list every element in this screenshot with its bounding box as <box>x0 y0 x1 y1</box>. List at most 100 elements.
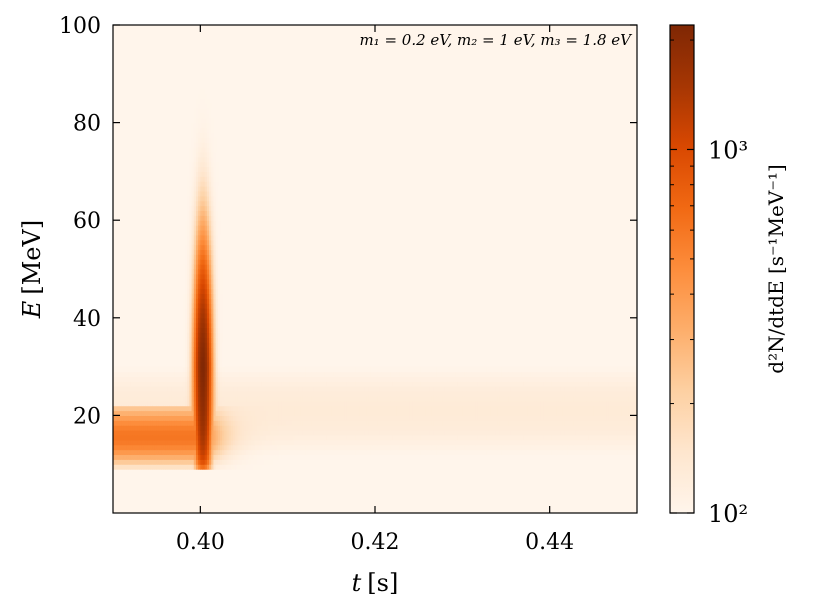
heatmap-cell <box>438 420 442 426</box>
heatmap-cell <box>182 464 186 470</box>
heatmap-cell <box>407 386 411 392</box>
heatmap-cell <box>219 322 223 329</box>
heatmap-cell <box>180 366 184 373</box>
heatmap-cell <box>442 391 446 397</box>
heatmap-cell <box>137 444 140 451</box>
heatmap-cell <box>313 386 317 392</box>
heatmap-cell <box>540 376 544 382</box>
heatmap-cell <box>211 420 215 426</box>
heatmap-cell <box>316 444 319 451</box>
heatmap-cell <box>375 410 378 416</box>
heatmap-cell <box>165 381 169 387</box>
heatmap-cell <box>575 391 579 397</box>
heatmap-cell <box>344 439 348 446</box>
heatmap-cell <box>268 381 271 387</box>
heatmap-cell <box>219 425 223 431</box>
heatmap-cell <box>209 166 212 172</box>
heatmap-cell <box>237 386 241 392</box>
heatmap-cell <box>174 395 177 402</box>
heatmap-cell <box>506 381 509 387</box>
heatmap-cell <box>460 366 463 373</box>
heatmap-cell <box>185 342 188 348</box>
heatmap-cell <box>444 391 448 397</box>
heatmap-cell <box>527 381 531 387</box>
heatmap-cell <box>560 425 564 431</box>
heatmap-cell <box>521 405 525 412</box>
heatmap-cell <box>185 434 188 441</box>
heatmap-cell <box>584 400 588 407</box>
heatmap-cell <box>224 464 228 470</box>
heatmap-cell <box>381 405 385 412</box>
heatmap-cell <box>126 381 129 387</box>
heatmap-cell <box>187 361 191 368</box>
heatmap-cell <box>239 449 243 456</box>
heatmap-cell <box>560 386 564 392</box>
heatmap-cell <box>211 117 215 124</box>
heatmap-cell <box>569 449 573 456</box>
heatmap-cell <box>547 400 551 407</box>
heatmap-cell <box>423 400 426 407</box>
heatmap-cell <box>289 430 293 436</box>
heatmap-cell <box>534 415 538 421</box>
heatmap-cell <box>442 449 446 456</box>
heatmap-cell <box>523 386 527 392</box>
heatmap-cell <box>462 366 466 373</box>
heatmap-cell <box>130 366 134 373</box>
heatmap-cell <box>532 391 535 397</box>
heatmap-cell <box>259 434 263 441</box>
heatmap-cell <box>556 381 559 387</box>
heatmap-cell <box>206 200 210 207</box>
heatmap-cell <box>209 405 212 412</box>
heatmap-cell <box>344 430 348 436</box>
heatmap-cell <box>584 415 588 421</box>
heatmap-cell <box>187 464 191 470</box>
heatmap-cell <box>543 366 546 373</box>
heatmap-cell <box>213 229 217 236</box>
heatmap-cell <box>187 395 191 402</box>
heatmap-cell <box>117 444 121 451</box>
heatmap-cell <box>117 395 121 402</box>
heatmap-cell <box>230 366 234 373</box>
heatmap-cell <box>276 454 280 460</box>
heatmap-cell <box>215 400 219 407</box>
heatmap-cell <box>233 386 236 392</box>
heatmap-cell <box>137 376 140 382</box>
heatmap-cell <box>564 425 568 431</box>
heatmap-cell <box>276 439 280 446</box>
heatmap-cell <box>298 395 302 402</box>
heatmap-cell <box>147 420 151 426</box>
heatmap-cell <box>187 200 191 207</box>
heatmap-cell <box>163 459 166 465</box>
heatmap-cell <box>152 425 156 431</box>
heatmap-cell <box>468 386 472 392</box>
heatmap-cell <box>405 376 409 382</box>
heatmap-cell <box>340 410 343 416</box>
heatmap-cell <box>134 454 138 460</box>
heatmap-cell <box>287 420 291 426</box>
heatmap-cell <box>204 298 208 304</box>
heatmap-cell <box>355 386 359 392</box>
heatmap-cell <box>403 430 407 436</box>
heatmap-cell <box>134 439 138 446</box>
heatmap-cell <box>213 288 217 294</box>
heatmap-cell <box>512 395 516 402</box>
heatmap-cell <box>567 410 570 416</box>
heatmap-cell <box>416 381 420 387</box>
heatmap-cell <box>130 400 134 407</box>
heatmap-cell <box>503 420 507 426</box>
heatmap-cell <box>165 449 169 456</box>
heatmap-cell <box>466 415 470 421</box>
heatmap-cell <box>195 410 199 416</box>
heatmap-cell <box>274 449 278 456</box>
heatmap-cell <box>211 400 215 407</box>
heatmap-cell <box>322 395 326 402</box>
heatmap-cell <box>375 381 378 387</box>
heatmap-cell <box>366 371 370 377</box>
heatmap-cell <box>466 420 470 426</box>
heatmap-cell <box>213 200 217 207</box>
heatmap-cell <box>562 405 566 412</box>
heatmap-cell <box>370 425 374 431</box>
heatmap-cell <box>320 434 324 441</box>
heatmap-cell <box>202 171 206 177</box>
heatmap-cell <box>298 366 302 373</box>
